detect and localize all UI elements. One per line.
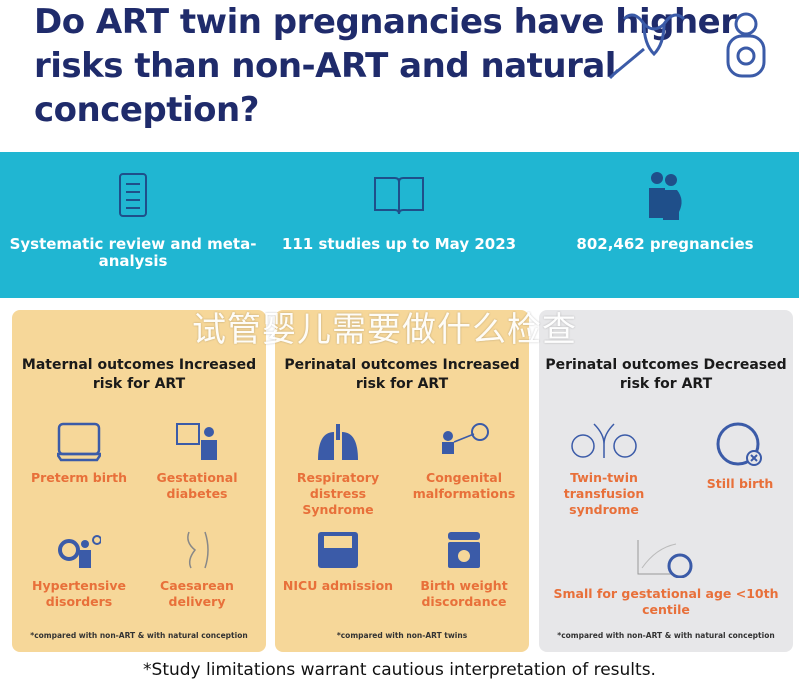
clipboard-checklist-icon: [119, 173, 147, 217]
outcome-nicu-admission: NICU admission: [277, 530, 399, 594]
outcome-caesarean: Caesarean delivery: [136, 530, 258, 610]
caesarean-icon: [187, 531, 209, 569]
uterus-syringe-baby-icon: [608, 12, 766, 80]
outcome-birth-weight: Birth weight discordance: [403, 530, 525, 610]
card-heading: Perinatal outcomes Increased risk for AR…: [284, 357, 520, 392]
card-heading: Maternal outcomes Increased risk for ART: [21, 357, 257, 392]
stat-pregnancies: 802,462 pregnancies: [532, 152, 798, 298]
incubator-icon: [57, 422, 101, 462]
card-maternal-increased: Maternal outcomes Increased risk for ART…: [12, 310, 266, 652]
study-limitations-footnote: *Study limitations warrant cautious inte…: [143, 660, 656, 680]
card-heading: Perinatal outcomes Decreased risk for AR…: [545, 357, 787, 392]
lungs-icon: [318, 424, 358, 460]
glucose-monitor-icon: [176, 423, 217, 460]
stat-review: Systematic review and meta-analysis: [0, 152, 266, 298]
blood-pressure-icon: [58, 535, 101, 568]
stat-studies: 111 studies up to May 2023: [266, 152, 532, 298]
outcome-preterm-birth: Preterm birth: [18, 422, 140, 486]
card-perinatal-increased: Perinatal outcomes Increased risk for AR…: [275, 310, 529, 652]
outcome-still-birth: Still birth: [679, 422, 799, 492]
watermark-overlay: 试管婴儿需要做什么检查: [192, 310, 577, 350]
outcome-gestational-diabetes: Gestational diabetes: [136, 422, 258, 502]
twin-fetuses-icon: [571, 423, 637, 458]
outcome-small-gestational-age: Small for gestational age <10th centile: [551, 538, 781, 618]
open-book-icon: [374, 177, 424, 215]
outcome-hypertensive: Hypertensive disorders: [18, 530, 140, 610]
outcome-respiratory-distress: Respiratory distress Syndrome: [277, 422, 399, 518]
outcome-congenital: Congenital malformations: [403, 422, 525, 502]
baby-scale-icon: [448, 532, 480, 568]
fetus-cross-icon: [716, 422, 762, 466]
growth-chart-fetus-icon: [637, 540, 693, 578]
page-title: Do ART twin pregnancies have higher risk…: [34, 2, 737, 130]
outcome-twin-transfusion: Twin-twin transfusion syndrome: [543, 422, 665, 518]
pregnant-women-icon: [649, 172, 682, 220]
nicu-incubator-icon: [318, 532, 358, 568]
card-perinatal-decreased: Perinatal outcomes Decreased risk for AR…: [539, 310, 793, 652]
baby-heart-icon: [442, 423, 489, 454]
study-summary-band: Systematic review and meta-analysis 111 …: [0, 152, 799, 298]
